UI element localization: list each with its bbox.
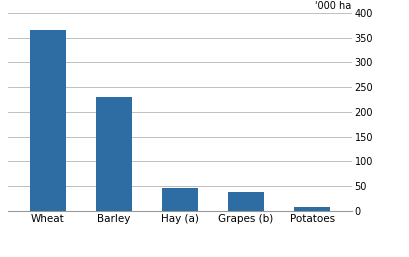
Bar: [294, 207, 330, 211]
Text: '000 ha: '000 ha: [315, 1, 352, 11]
Bar: [96, 97, 132, 211]
Bar: [162, 188, 198, 211]
Bar: [228, 192, 264, 211]
Bar: [29, 30, 66, 211]
